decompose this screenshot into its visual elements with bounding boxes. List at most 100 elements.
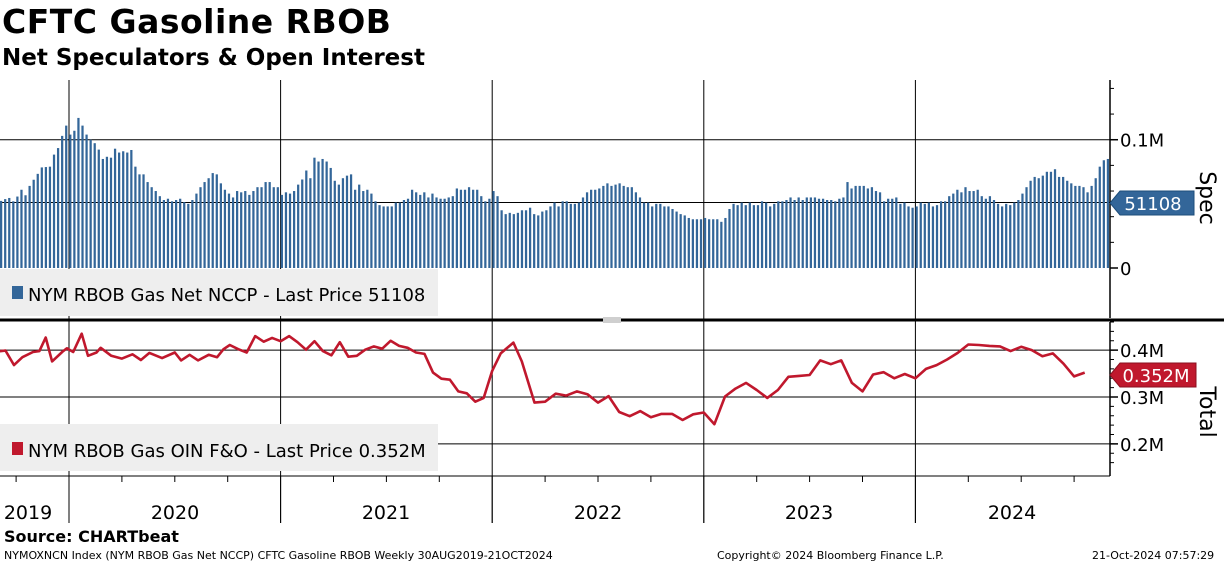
spec-bar	[1147, 213, 1149, 268]
spec-bar	[573, 203, 576, 268]
spec-bar	[663, 206, 666, 268]
spec-bar	[69, 134, 72, 268]
spec-bar	[1090, 185, 1093, 268]
spec-bar	[20, 189, 23, 268]
spec-bar	[870, 187, 874, 268]
spec-bar	[850, 188, 853, 268]
spec-bar	[671, 208, 674, 268]
spec-bar	[797, 197, 800, 268]
spec-bar	[1135, 206, 1137, 268]
spec-bar	[1196, 246, 1198, 268]
spec-bar	[610, 185, 613, 268]
x-tick-label: 2020	[151, 502, 199, 524]
spec-bar	[565, 201, 568, 268]
total-tick-label: 0.4M	[1120, 341, 1164, 362]
spec-bar	[276, 187, 279, 268]
spec-bar	[1086, 192, 1089, 268]
spec-bar	[516, 212, 520, 268]
spec-bar	[195, 193, 198, 268]
spec-bar	[1062, 176, 1065, 268]
spec-bar	[1213, 223, 1215, 268]
spec-bar	[736, 205, 739, 268]
spec-bar	[561, 201, 564, 268]
spec-bar	[150, 187, 153, 268]
spec-bar	[980, 196, 983, 268]
spec-bar	[211, 173, 214, 268]
spec-bar	[81, 125, 84, 268]
spec-bar	[268, 182, 271, 268]
spec-bar	[410, 189, 414, 268]
spec-bar	[179, 198, 182, 268]
spec-bar	[952, 193, 955, 268]
spec-bar	[358, 184, 361, 268]
spec-bar	[455, 188, 458, 268]
spec-bar	[317, 161, 320, 268]
spec-bar	[732, 203, 735, 268]
spec-bar	[484, 201, 487, 268]
spec-last-value-tag: 51108	[1109, 190, 1195, 216]
spec-bar	[675, 211, 678, 268]
spec-bar	[614, 184, 617, 268]
panel-splitter-handle[interactable]	[603, 317, 621, 323]
spec-bar	[903, 202, 906, 268]
x-tick-label: 2019	[4, 502, 52, 524]
spec-bar	[203, 182, 206, 268]
spec-bar	[956, 189, 959, 268]
spec-bar	[785, 200, 788, 268]
total-legend-swatch	[12, 442, 23, 455]
spec-bar	[638, 197, 642, 268]
spec-bar	[4, 199, 7, 268]
open-interest-line	[0, 332, 1086, 426]
spec-bar	[911, 207, 914, 268]
spec-bar	[528, 207, 532, 268]
spec-bar	[146, 182, 149, 268]
spec-bar	[1156, 212, 1158, 268]
spec-bar	[854, 185, 857, 268]
spec-bar	[325, 161, 328, 268]
spec-bar	[557, 206, 560, 268]
spec-bar	[162, 200, 166, 268]
spec-bar	[744, 205, 747, 268]
spec-bar	[1098, 166, 1101, 268]
spec-bar	[305, 170, 308, 268]
spec-bar	[939, 201, 943, 268]
x-tick-label: 2021	[362, 502, 410, 524]
spec-bar	[606, 183, 609, 268]
spec-bar	[451, 196, 454, 268]
spec-bar	[915, 206, 918, 268]
spec-bar	[545, 210, 548, 268]
spec-bar	[329, 167, 332, 268]
spec-bar	[996, 203, 1000, 268]
spec-bar	[944, 201, 947, 268]
spec-bar	[549, 206, 552, 268]
spec-bar	[756, 205, 760, 268]
spec-bar	[687, 217, 690, 268]
spec-bar	[170, 201, 174, 268]
spec-bar	[459, 189, 463, 268]
spec-bar	[362, 191, 365, 268]
spec-bar	[166, 198, 170, 268]
spec-bar	[809, 197, 812, 268]
spec-legend-box	[0, 269, 438, 316]
spec-bar	[781, 201, 784, 268]
spec-bar	[398, 202, 402, 268]
spec-bar	[297, 184, 300, 268]
x-tick-label: 2022	[574, 502, 622, 524]
spec-bar	[874, 191, 878, 268]
spec-bar	[598, 188, 601, 268]
spec-bar	[512, 214, 515, 268]
spec-bar	[1172, 235, 1174, 268]
open-interest-line-series	[0, 332, 1086, 426]
spec-bar	[1017, 200, 1020, 268]
spec-bar	[236, 191, 239, 268]
spec-bar	[1106, 158, 1110, 268]
spec-bar	[288, 193, 292, 268]
spec-bar	[935, 205, 939, 268]
chart-subtitle: Net Speculators & Open Interest	[2, 45, 425, 71]
spec-bar	[703, 217, 707, 268]
spec-legend-swatch	[12, 286, 23, 299]
spec-bar-series	[0, 117, 1215, 268]
spec-tick-label: 0.1M	[1120, 131, 1164, 152]
spec-bar	[830, 200, 833, 268]
spec-bar	[480, 196, 483, 268]
